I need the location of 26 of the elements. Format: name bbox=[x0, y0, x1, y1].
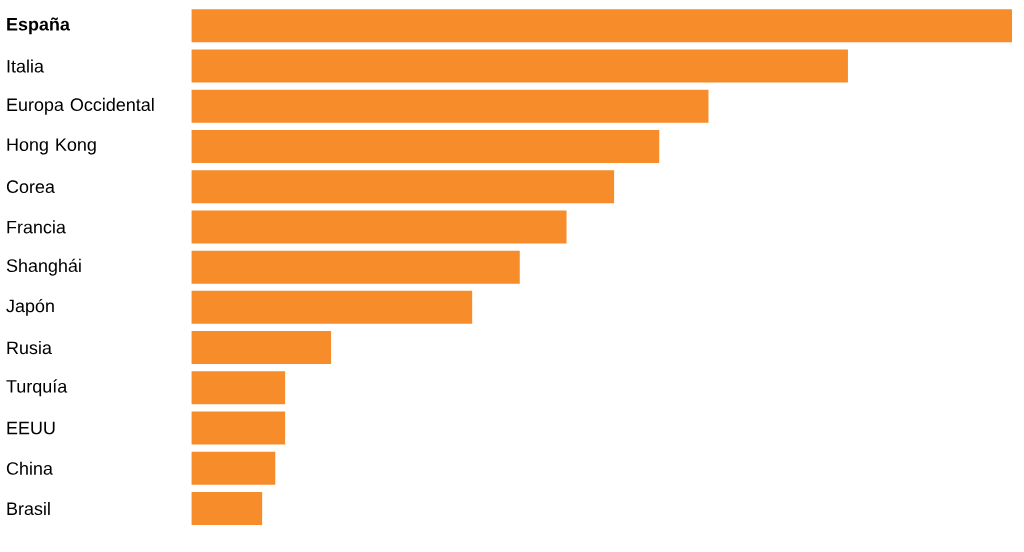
y-tick-label: Italia bbox=[7, 59, 44, 73]
y-tick-label: España bbox=[7, 17, 71, 35]
bar bbox=[191, 9, 1013, 43]
y-tick-label: EEUU bbox=[7, 421, 55, 435]
bar bbox=[191, 250, 520, 284]
bar bbox=[191, 89, 709, 123]
y-tick-label: Japón bbox=[6, 298, 54, 316]
bar bbox=[191, 411, 286, 445]
bar bbox=[191, 492, 263, 525]
bar bbox=[191, 290, 473, 324]
bar bbox=[191, 210, 567, 244]
bar bbox=[191, 371, 286, 405]
y-tick-label: Turquía bbox=[6, 379, 68, 397]
y-tick-label: Brasil bbox=[7, 501, 50, 516]
bar bbox=[191, 49, 848, 83]
y-tick-label: Francia bbox=[7, 220, 66, 234]
y-tick-label: Europa Occidental bbox=[7, 97, 154, 115]
y-tick-label: China bbox=[6, 461, 53, 475]
bar bbox=[191, 170, 615, 204]
y-tick-label: Shanghái bbox=[6, 258, 81, 276]
y-tick-label: Corea bbox=[6, 180, 55, 194]
bar bbox=[191, 130, 660, 163]
y-tick-label: Hong Kong bbox=[7, 138, 96, 155]
bar bbox=[191, 451, 276, 485]
y-tick-label: Rusia bbox=[7, 341, 52, 355]
bar bbox=[191, 331, 332, 365]
